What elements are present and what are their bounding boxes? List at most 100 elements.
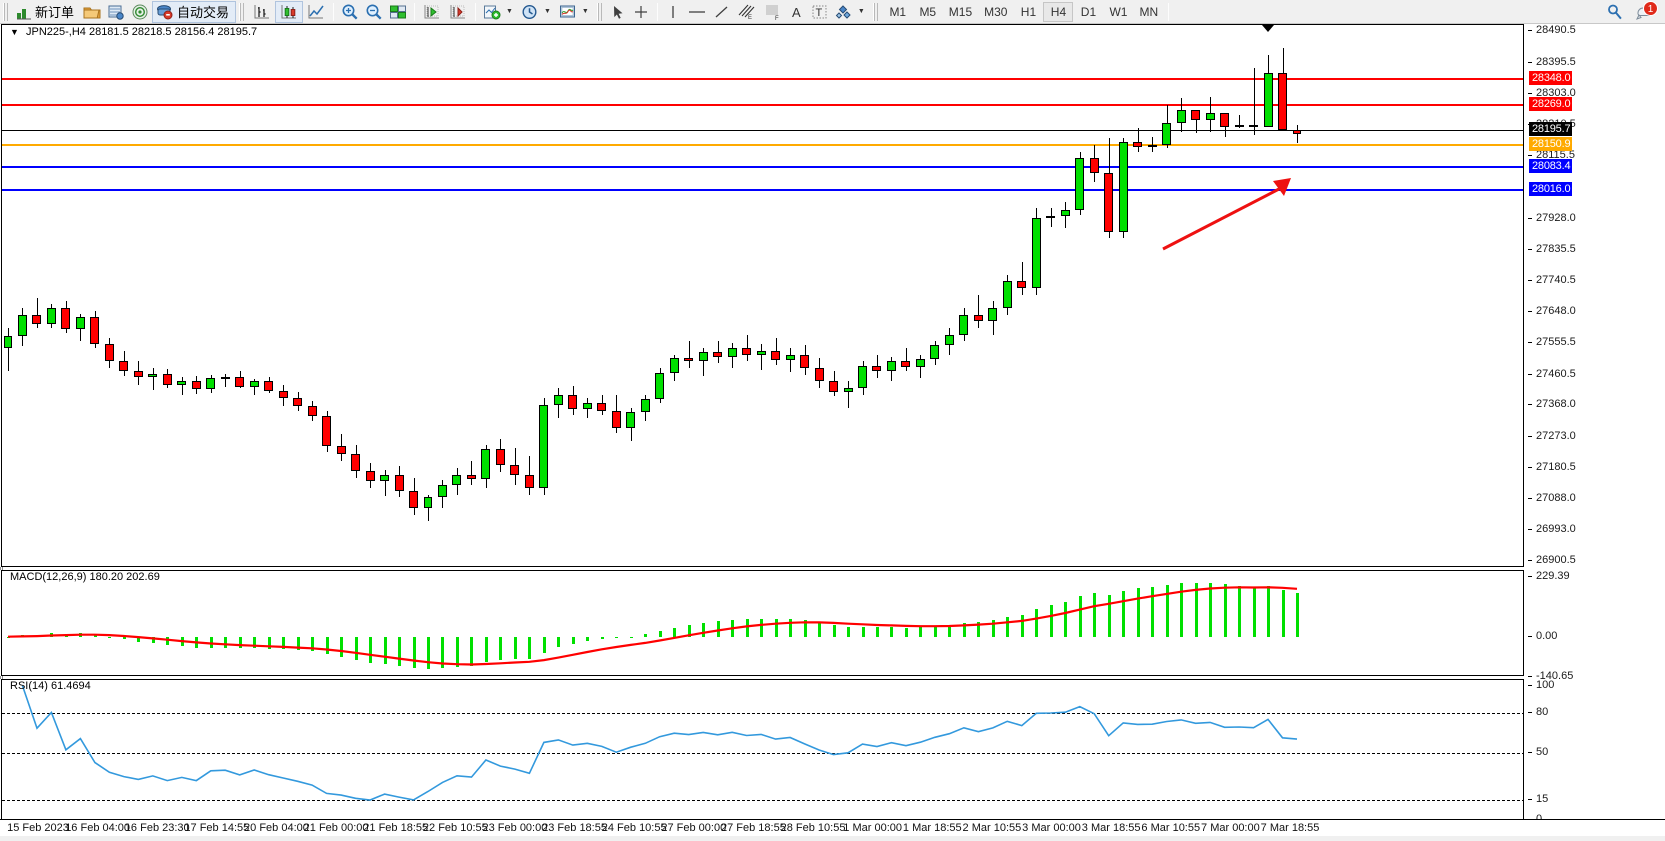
price-level-line-28348.0[interactable] xyxy=(2,77,1523,80)
folder-icon xyxy=(83,7,101,18)
crosshair-button[interactable] xyxy=(629,1,653,23)
candle-wick xyxy=(471,461,472,485)
line-chart-button[interactable] xyxy=(303,1,329,23)
toolbar-grip-4[interactable] xyxy=(872,2,880,21)
tile-windows-button[interactable] xyxy=(386,1,410,23)
macd-histogram-bar xyxy=(615,636,619,639)
autotrading-button[interactable]: 自动交易 xyxy=(152,0,237,23)
timeframe-d1[interactable]: D1 xyxy=(1080,4,1097,19)
price-tick-27273.0: 27273.0 xyxy=(1536,430,1576,443)
macd-histogram-bar xyxy=(919,627,923,637)
svg-text:A: A xyxy=(792,5,801,20)
timeframe-h1[interactable]: H1 xyxy=(1020,4,1037,19)
add-indicator-button[interactable]: ▼ xyxy=(480,1,518,23)
macd-histogram-bar xyxy=(412,636,416,669)
search-button[interactable] xyxy=(1603,1,1627,23)
notifications-button[interactable]: 1 xyxy=(1635,0,1658,22)
timeframe-w1[interactable]: W1 xyxy=(1109,4,1128,19)
candle-body xyxy=(1060,209,1070,216)
templates-button[interactable]: ▼ xyxy=(556,1,594,23)
zoom-in-button[interactable] xyxy=(338,1,362,23)
timeframe-m30[interactable]: M30 xyxy=(984,4,1008,19)
trendline-button[interactable] xyxy=(710,1,734,23)
folder-button[interactable] xyxy=(80,1,104,23)
resistance-level-2-tag[interactable]: 28269.0 xyxy=(1529,97,1573,112)
bullish-arrow[interactable] xyxy=(2,25,1524,567)
price-level-line-28269.0[interactable] xyxy=(2,104,1523,107)
macd-histogram-bar xyxy=(383,636,387,665)
price-pane[interactable]: ▼ JPN225-,H4 28181.5 28218.5 28156.4 281… xyxy=(0,24,1528,567)
macd-histogram-bar xyxy=(644,634,648,637)
new-order-button[interactable]: 新订单 xyxy=(13,1,80,23)
last-price-tag[interactable]: 28195.7 xyxy=(1529,121,1573,136)
cursor-icon xyxy=(613,5,623,19)
price-level-line-28016.0[interactable] xyxy=(2,188,1523,191)
axis-tick-mark xyxy=(1528,635,1532,637)
timeframe-m1[interactable]: M1 xyxy=(889,4,907,19)
rsi-plot[interactable] xyxy=(1,679,1524,825)
price-plot[interactable] xyxy=(1,24,1524,567)
axis-tick-mark xyxy=(1528,576,1532,577)
fibonacci-button[interactable]: F xyxy=(760,1,786,23)
chart-collapse-icon[interactable]: ▼ xyxy=(10,27,19,37)
axis-tick-mark xyxy=(1528,155,1532,157)
vertical-line-button[interactable] xyxy=(662,1,684,23)
timeframe-mn[interactable]: MN xyxy=(1139,4,1159,19)
candle-wick xyxy=(703,348,704,377)
candle-body xyxy=(1147,144,1157,147)
axis-tick-mark xyxy=(1528,404,1532,406)
macd-histogram-bar xyxy=(803,620,807,637)
zoom-out-button[interactable] xyxy=(362,1,386,23)
orange-level-tag[interactable]: 28150.9 xyxy=(1529,136,1573,151)
macd-histogram-bar xyxy=(340,636,344,657)
support-level-1-tag[interactable]: 28083.4 xyxy=(1529,159,1573,174)
support-level-2-tag[interactable]: 28016.0 xyxy=(1529,181,1573,196)
templates-caret-icon[interactable]: ▼ xyxy=(581,8,589,15)
candlestick-chart-button[interactable] xyxy=(275,0,304,23)
cursor-button[interactable] xyxy=(607,1,629,23)
timeframe-m15[interactable]: M15 xyxy=(948,4,973,19)
macd-plot[interactable] xyxy=(1,570,1524,676)
candle-body xyxy=(524,474,534,489)
timeframe-h4[interactable]: H4 xyxy=(1043,1,1074,22)
resistance-level-1-tag[interactable]: 28348.0 xyxy=(1529,70,1573,85)
macd-histogram-bar xyxy=(513,636,517,660)
shapes-caret-icon[interactable]: ▼ xyxy=(857,8,865,15)
chart-area[interactable]: ▼ JPN225-,H4 28181.5 28218.5 28156.4 281… xyxy=(0,24,1665,841)
equidistant-channel-button[interactable]: E xyxy=(734,1,760,23)
rsi-pane[interactable]: RSI(14) 61.4694 xyxy=(0,679,1528,825)
toolbar-grip-2[interactable] xyxy=(239,2,247,21)
timeframe-m5[interactable]: M5 xyxy=(919,4,937,19)
text-label-button[interactable]: T xyxy=(808,1,832,23)
text-label-icon: T xyxy=(812,5,827,19)
horizontal-line-button[interactable] xyxy=(684,1,710,23)
macd-histogram-bar xyxy=(108,636,112,638)
macd-pane[interactable]: MACD(12,26,9) 180.20 202.69 xyxy=(0,570,1528,676)
price-level-line-28150.9[interactable] xyxy=(2,143,1523,146)
macd-histogram-bar xyxy=(253,636,257,649)
text-icon: A xyxy=(792,5,801,20)
candle-wick xyxy=(848,381,849,409)
toolbar-grip[interactable] xyxy=(3,2,10,21)
candle-body xyxy=(351,454,361,472)
data-window-button[interactable] xyxy=(104,1,128,23)
price-scale[interactable]: 28490.528395.528303.028210.528115.527928… xyxy=(1528,24,1665,825)
candle-wick xyxy=(790,348,791,373)
candle-body xyxy=(510,465,520,475)
macd-histogram-bar xyxy=(571,636,575,644)
network-button[interactable] xyxy=(128,1,152,23)
macd-histogram-bar xyxy=(151,636,155,644)
bar-chart-button[interactable] xyxy=(249,1,275,23)
period-button[interactable]: ▼ xyxy=(518,1,556,23)
text-button[interactable]: A xyxy=(786,1,808,23)
shift-start-button[interactable] xyxy=(419,1,445,23)
candle-body xyxy=(365,471,375,482)
shapes-button[interactable]: ▼ xyxy=(832,1,870,23)
price-level-line-28083.4[interactable] xyxy=(2,166,1523,169)
shift-end-button[interactable] xyxy=(445,1,471,23)
toolbar-grip-3[interactable] xyxy=(596,2,604,21)
period-caret-icon[interactable]: ▼ xyxy=(543,8,551,15)
price-level-line-28195.7[interactable] xyxy=(2,129,1523,131)
add-indicator-caret-icon[interactable]: ▼ xyxy=(506,8,513,15)
axis-tick-mark xyxy=(1528,751,1532,753)
